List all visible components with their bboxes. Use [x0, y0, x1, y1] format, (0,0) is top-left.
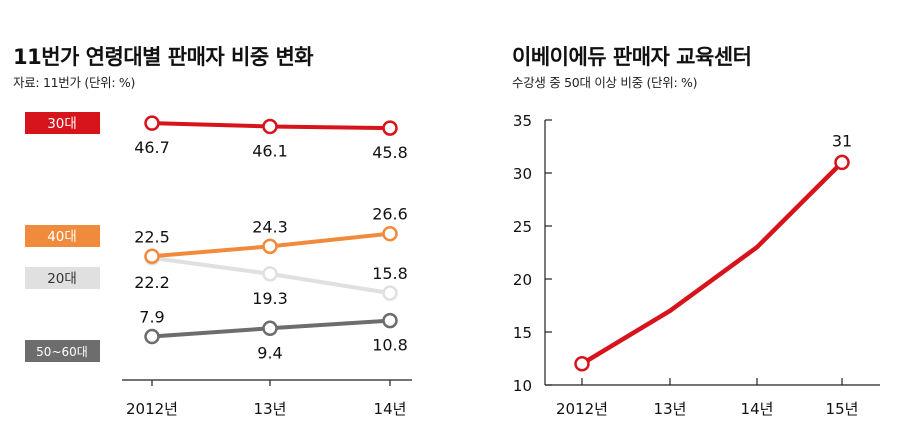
- data-label-3-2: 10.8: [372, 336, 408, 355]
- right-data-label: 31: [832, 131, 852, 150]
- data-label-3-1: 9.4: [257, 343, 282, 362]
- data-label-1-0: 22.5: [134, 227, 170, 246]
- legend-badge-3: [25, 340, 100, 362]
- data-label-0-2: 45.8: [372, 143, 408, 162]
- data-label-3-0: 7.9: [139, 308, 164, 327]
- right-x-tick-label: 14년: [741, 400, 774, 418]
- left-chart-title: 11번가 연령대별 판매자 비중 변화: [13, 45, 314, 69]
- legend-label-1: 40대: [47, 229, 77, 245]
- data-label-2-0: 22.2: [134, 273, 170, 292]
- data-point-1-1: [262, 238, 278, 255]
- data-label-0-0: 46.7: [134, 138, 170, 157]
- legend-badge-2: [25, 267, 100, 289]
- data-point-3-2: [382, 312, 398, 329]
- data-label-2-2: 15.8: [372, 264, 408, 283]
- right-y-tick-label: 30: [513, 165, 532, 183]
- right-x-tick-label: 2012년: [556, 400, 608, 418]
- legend-label-3: 50~60대: [36, 345, 88, 359]
- right-series-line: [580, 160, 844, 366]
- left-chart-subtitle: 자료: 11번가 (단위: %): [13, 75, 136, 90]
- data-label-1-2: 26.6: [372, 205, 408, 224]
- data-point-0-2: [382, 120, 398, 136]
- legend-badge-1: [25, 225, 100, 247]
- legend-label-0: 30대: [47, 116, 77, 132]
- data-point-2-2: [382, 285, 398, 301]
- left-x-tick-label: 14년: [374, 400, 407, 418]
- left-x-tick-label: 2012년: [126, 400, 178, 418]
- data-point-0-1: [262, 118, 278, 135]
- data-label-2-1: 19.3: [252, 289, 288, 308]
- right-chart-subtitle: 수강생 중 50대 이상 비중 (단위: %): [512, 75, 698, 90]
- left-x-tick-label: 13년: [254, 400, 287, 418]
- data-point-3-1: [262, 320, 278, 337]
- legend-badge-0: [25, 112, 100, 134]
- right-y-tick-label: 20: [513, 271, 532, 289]
- data-point-2-1: [262, 266, 278, 282]
- right-chart-title: 이베이에듀 판매자 교육센터: [512, 45, 752, 69]
- legend-label-2: 20대: [47, 271, 77, 287]
- data-point-0-0: [144, 115, 160, 131]
- right-x-tick-label: 13년: [654, 400, 687, 418]
- right-data-point-0: [574, 356, 590, 372]
- data-point-1-2: [382, 225, 398, 242]
- right-y-tick-label: 35: [513, 112, 532, 130]
- right-data-point-3: [834, 154, 850, 171]
- data-label-0-1: 46.1: [252, 141, 288, 160]
- data-point-1-0: [144, 248, 160, 264]
- right-y-tick-label: 25: [513, 218, 532, 236]
- right-y-tick-label: 10: [513, 377, 532, 395]
- data-point-3-0: [144, 328, 160, 345]
- right-y-tick-label: 15: [513, 324, 532, 342]
- right-x-tick-label: 15년: [826, 400, 859, 418]
- data-label-1-1: 24.3: [252, 217, 288, 236]
